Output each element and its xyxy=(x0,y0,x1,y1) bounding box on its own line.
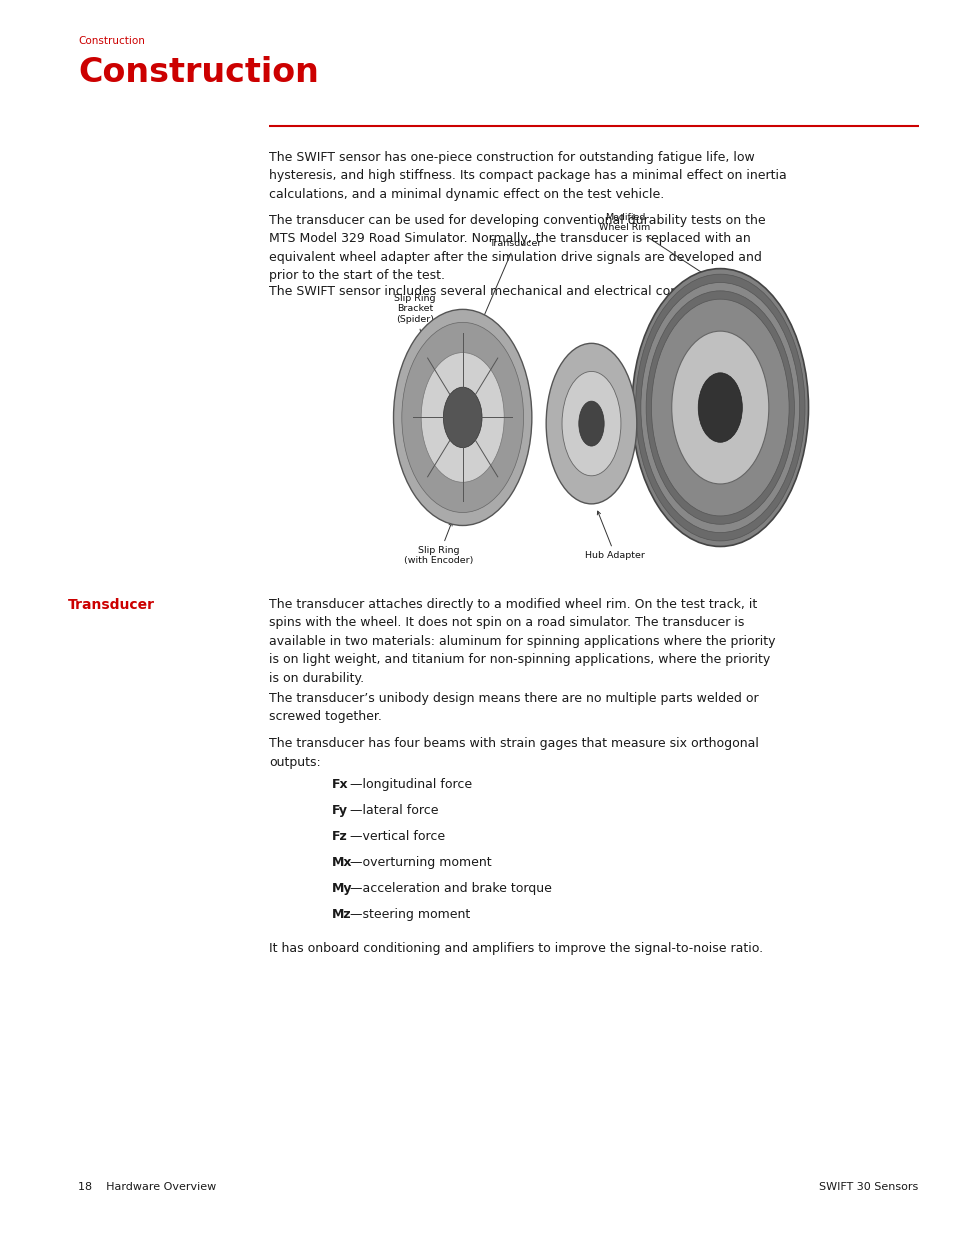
Text: Slip Ring
Bracket
(Spider): Slip Ring Bracket (Spider) xyxy=(394,294,438,401)
Ellipse shape xyxy=(545,343,636,504)
Ellipse shape xyxy=(420,353,503,482)
Ellipse shape xyxy=(578,401,603,446)
Ellipse shape xyxy=(671,331,768,484)
Text: Fy: Fy xyxy=(332,804,348,818)
Text: 18    Hardware Overview: 18 Hardware Overview xyxy=(78,1182,216,1192)
Ellipse shape xyxy=(645,291,794,524)
Ellipse shape xyxy=(640,283,799,532)
Ellipse shape xyxy=(631,269,807,546)
Text: —longitudinal force: —longitudinal force xyxy=(350,778,472,792)
Text: —overturning moment: —overturning moment xyxy=(350,856,491,869)
Text: The SWIFT sensor has one-piece construction for outstanding fatigue life, low
hy: The SWIFT sensor has one-piece construct… xyxy=(269,151,786,200)
Text: The transducer has four beams with strain gages that measure six orthogonal
outp: The transducer has four beams with strai… xyxy=(269,737,758,769)
Text: Hub Adapter: Hub Adapter xyxy=(585,511,644,561)
Ellipse shape xyxy=(561,372,620,475)
Text: Mx: Mx xyxy=(332,856,352,869)
Text: The transducer’s unibody design means there are no multiple parts welded or
scre: The transducer’s unibody design means th… xyxy=(269,692,758,724)
Ellipse shape xyxy=(393,309,531,526)
Text: It has onboard conditioning and amplifiers to improve the signal-to-noise ratio.: It has onboard conditioning and amplifie… xyxy=(269,942,762,956)
Text: Fz: Fz xyxy=(332,830,348,844)
Text: The SWIFT sensor includes several mechanical and electrical components.: The SWIFT sensor includes several mechan… xyxy=(269,285,736,299)
Text: Transducer: Transducer xyxy=(473,238,540,340)
Text: Fx: Fx xyxy=(332,778,348,792)
Text: —vertical force: —vertical force xyxy=(350,830,445,844)
Text: Modified
Wheel Rim: Modified Wheel Rim xyxy=(598,212,740,298)
Text: Slip Ring
(with Encoder): Slip Ring (with Encoder) xyxy=(404,522,473,566)
Text: The transducer attaches directly to a modified wheel rim. On the test track, it
: The transducer attaches directly to a mo… xyxy=(269,598,775,684)
Text: Construction: Construction xyxy=(78,56,318,89)
Text: Transducer: Transducer xyxy=(68,598,154,611)
Text: —steering moment: —steering moment xyxy=(350,908,470,921)
Text: —acceleration and brake torque: —acceleration and brake torque xyxy=(350,882,552,895)
Text: Mz: Mz xyxy=(332,908,352,921)
Text: My: My xyxy=(332,882,352,895)
Ellipse shape xyxy=(635,274,804,541)
Ellipse shape xyxy=(698,373,741,442)
Text: Construction: Construction xyxy=(78,36,145,46)
Ellipse shape xyxy=(651,299,788,516)
Text: —lateral force: —lateral force xyxy=(350,804,438,818)
Text: SWIFT 30 Sensors: SWIFT 30 Sensors xyxy=(819,1182,918,1192)
Text: The transducer can be used for developing conventional durability tests on the
M: The transducer can be used for developin… xyxy=(269,214,765,282)
Ellipse shape xyxy=(443,388,481,448)
Ellipse shape xyxy=(401,322,523,513)
